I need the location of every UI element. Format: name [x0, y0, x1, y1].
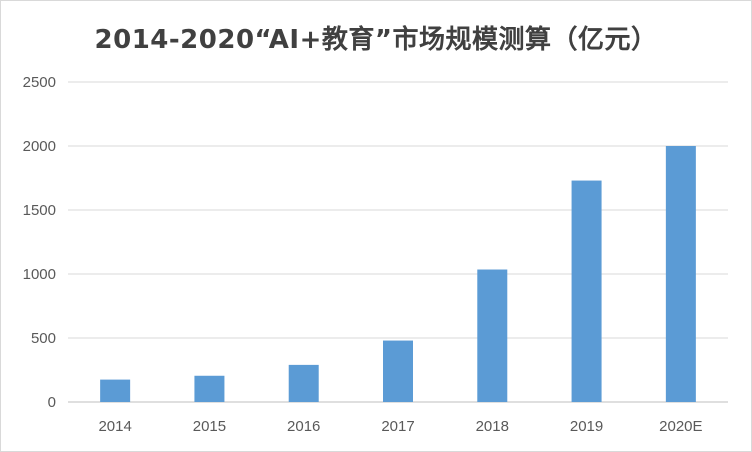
bar: [194, 375, 225, 402]
bar: [571, 180, 602, 402]
x-tick-label: 2014: [98, 418, 131, 435]
y-tick-label: 500: [31, 330, 56, 347]
x-tick-label: 2020E: [659, 418, 702, 435]
y-tick-label: 0: [48, 394, 56, 411]
y-tick-label: 2500: [23, 74, 56, 91]
bar: [383, 340, 413, 402]
y-tick-label: 2000: [23, 138, 56, 155]
chart-title: 2014-2020“AI+教育”市场规模测算（亿元）: [94, 25, 658, 55]
x-tick-label: 2016: [287, 418, 320, 435]
y-tick-label: 1000: [23, 266, 56, 283]
bar: [100, 379, 131, 402]
bar: [665, 146, 696, 402]
x-tick-label: 2019: [570, 418, 603, 435]
y-tick-label: 1500: [23, 202, 56, 219]
bar: [288, 364, 319, 402]
x-tick-label: 2015: [193, 418, 226, 435]
x-tick-label: 2018: [476, 418, 509, 435]
x-tick-label: 2017: [381, 418, 414, 435]
bar: [477, 269, 508, 402]
